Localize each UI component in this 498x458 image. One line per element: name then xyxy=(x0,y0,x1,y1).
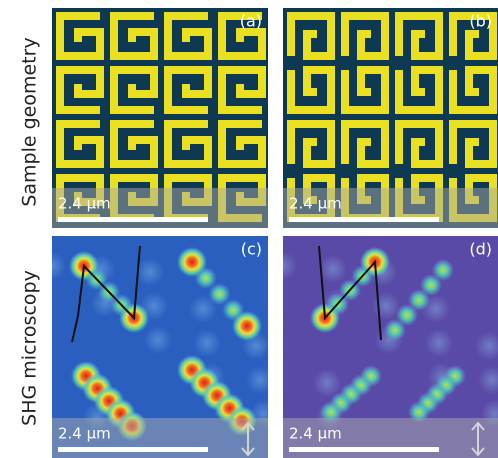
panel-label: (d) xyxy=(469,240,492,259)
panels: 2.4 µm (a) 2.4 µm (b) 2.4 µm (c) 2.4 µm (d) xyxy=(38,8,498,458)
scale-bar-label: 2.4 µm xyxy=(289,425,342,443)
haze xyxy=(193,329,221,357)
figure: Sample geometry SHG microscopy 2.4 µm (a)… xyxy=(0,0,498,458)
scale-bar xyxy=(289,447,439,452)
panel: 2.4 µm (c) xyxy=(38,236,278,458)
panel: 2.4 µm (a) xyxy=(52,8,316,272)
haze xyxy=(319,255,347,283)
scale-bar-label: 2.4 µm xyxy=(289,195,342,213)
shg-spot xyxy=(232,311,262,341)
scale-bar xyxy=(58,217,208,222)
panel: 2.4 µm (d) xyxy=(269,236,498,458)
shg-spot xyxy=(384,319,406,341)
haze xyxy=(425,329,453,357)
haze xyxy=(313,369,341,397)
row-label: SHG microscopy xyxy=(19,270,41,426)
scale-bar-label: 2.4 µm xyxy=(58,425,111,443)
haze xyxy=(38,252,66,280)
panel-label: (b) xyxy=(469,12,492,31)
haze xyxy=(136,258,164,286)
panel: 2.4 µm (b) xyxy=(283,8,498,272)
haze xyxy=(269,252,297,280)
scale-bar xyxy=(289,217,439,222)
haze xyxy=(246,366,274,394)
haze xyxy=(144,326,172,354)
scale-bar xyxy=(58,447,208,452)
row-label: Sample geometry xyxy=(19,37,41,206)
haze xyxy=(372,292,400,320)
scale-bar-label: 2.4 µm xyxy=(58,195,111,213)
panel-label: (c) xyxy=(241,240,262,259)
panel-label: (a) xyxy=(240,12,262,31)
